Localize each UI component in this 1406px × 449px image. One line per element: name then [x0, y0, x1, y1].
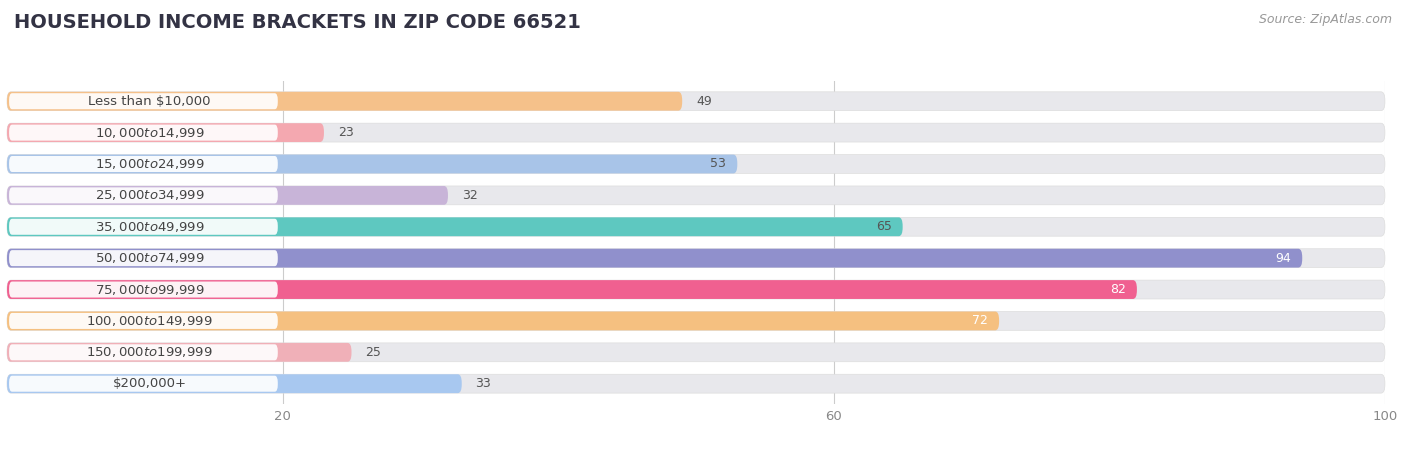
Text: $10,000 to $14,999: $10,000 to $14,999: [94, 126, 204, 140]
FancyBboxPatch shape: [8, 250, 278, 266]
Text: $35,000 to $49,999: $35,000 to $49,999: [94, 220, 204, 234]
FancyBboxPatch shape: [8, 344, 278, 360]
Text: $200,000+: $200,000+: [112, 377, 187, 390]
FancyBboxPatch shape: [7, 312, 1000, 330]
FancyBboxPatch shape: [7, 186, 449, 205]
FancyBboxPatch shape: [8, 376, 278, 392]
FancyBboxPatch shape: [7, 123, 1385, 142]
FancyBboxPatch shape: [7, 92, 682, 110]
FancyBboxPatch shape: [7, 374, 1385, 393]
FancyBboxPatch shape: [8, 125, 278, 141]
Text: 53: 53: [710, 158, 727, 171]
FancyBboxPatch shape: [8, 187, 278, 203]
Text: HOUSEHOLD INCOME BRACKETS IN ZIP CODE 66521: HOUSEHOLD INCOME BRACKETS IN ZIP CODE 66…: [14, 13, 581, 32]
FancyBboxPatch shape: [7, 374, 461, 393]
FancyBboxPatch shape: [7, 343, 351, 362]
Text: $50,000 to $74,999: $50,000 to $74,999: [94, 251, 204, 265]
FancyBboxPatch shape: [7, 280, 1137, 299]
FancyBboxPatch shape: [7, 312, 1385, 330]
FancyBboxPatch shape: [7, 154, 1385, 173]
FancyBboxPatch shape: [8, 313, 278, 329]
Text: 94: 94: [1275, 251, 1291, 264]
FancyBboxPatch shape: [7, 343, 1385, 362]
FancyBboxPatch shape: [7, 280, 1385, 299]
FancyBboxPatch shape: [8, 156, 278, 172]
Text: 82: 82: [1109, 283, 1126, 296]
Text: 25: 25: [366, 346, 381, 359]
Text: 23: 23: [337, 126, 353, 139]
FancyBboxPatch shape: [7, 154, 737, 173]
FancyBboxPatch shape: [7, 92, 1385, 110]
FancyBboxPatch shape: [7, 217, 903, 236]
FancyBboxPatch shape: [8, 219, 278, 235]
FancyBboxPatch shape: [8, 93, 278, 109]
Text: 32: 32: [461, 189, 478, 202]
Text: 65: 65: [876, 220, 891, 233]
Text: $100,000 to $149,999: $100,000 to $149,999: [86, 314, 212, 328]
Text: $75,000 to $99,999: $75,000 to $99,999: [94, 282, 204, 296]
Text: Source: ZipAtlas.com: Source: ZipAtlas.com: [1258, 13, 1392, 26]
FancyBboxPatch shape: [8, 282, 278, 298]
Text: 33: 33: [475, 377, 491, 390]
FancyBboxPatch shape: [7, 123, 323, 142]
Text: $150,000 to $199,999: $150,000 to $199,999: [86, 345, 212, 359]
FancyBboxPatch shape: [7, 186, 1385, 205]
Text: 72: 72: [972, 314, 988, 327]
FancyBboxPatch shape: [7, 249, 1302, 268]
FancyBboxPatch shape: [7, 249, 1385, 268]
Text: $25,000 to $34,999: $25,000 to $34,999: [94, 189, 204, 202]
Text: Less than $10,000: Less than $10,000: [89, 95, 211, 108]
Text: $15,000 to $24,999: $15,000 to $24,999: [94, 157, 204, 171]
Text: 49: 49: [696, 95, 711, 108]
FancyBboxPatch shape: [7, 217, 1385, 236]
